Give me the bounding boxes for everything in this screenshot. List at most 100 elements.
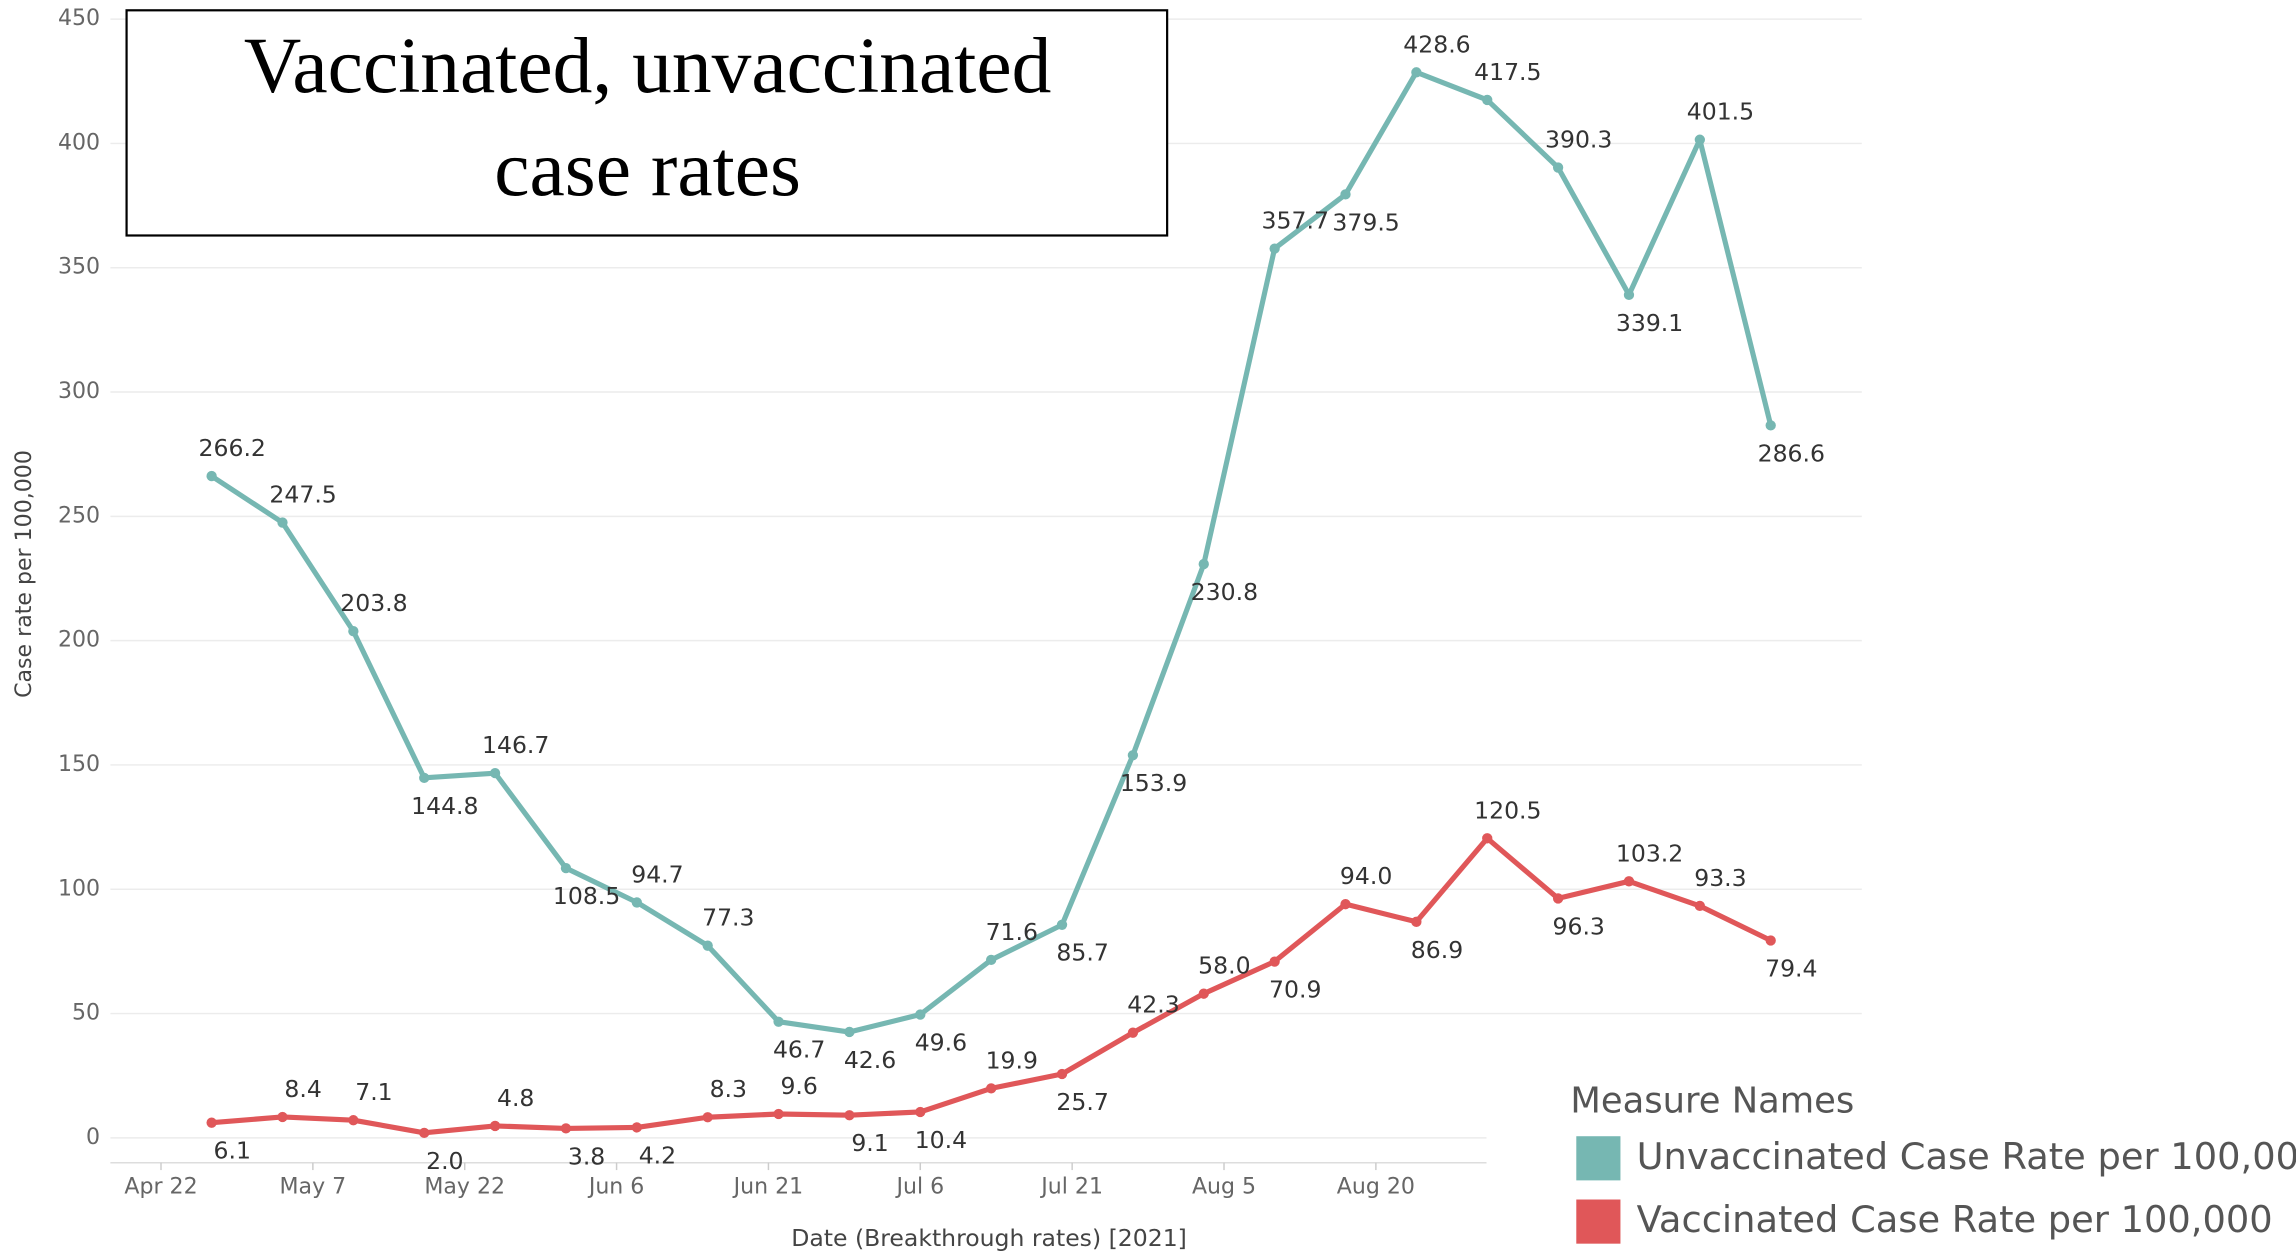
data-label: 146.7 [482,731,549,759]
point [489,1120,501,1132]
point [1765,420,1776,431]
point [277,1111,288,1123]
data-label: 3.8 [568,1142,605,1170]
data-label: 71.6 [986,918,1038,946]
point [844,1110,855,1121]
point [1340,189,1351,200]
x-tick-label: Jun 21 [732,1175,804,1200]
point [773,1016,784,1027]
data-label: 93.3 [1694,864,1746,892]
x-tick-label: May 7 [280,1175,347,1200]
data-label: 96.3 [1553,912,1605,940]
point [773,1108,784,1120]
point [1411,67,1422,78]
data-label: 4.8 [497,1084,534,1112]
legend-swatch [1576,1136,1621,1181]
point [986,1083,997,1094]
y-tick-label: 300 [58,379,100,404]
data-label: 46.7 [773,1036,825,1064]
point [1694,134,1705,145]
data-label: 286.6 [1758,439,1825,467]
x-tick-label: May 22 [424,1175,505,1200]
data-label: 85.7 [1056,939,1108,967]
data-label: 4.2 [639,1141,676,1169]
data-label: 2.0 [426,1147,463,1175]
y-tick-label: 400 [58,130,100,155]
data-label: 390.3 [1545,126,1612,154]
x-tick-label: Jul 6 [894,1175,944,1200]
point [1269,243,1280,254]
point [1269,956,1280,967]
y-axis-label: Case rate per 100,000 [12,450,37,698]
y-tick-label: 200 [58,628,100,653]
point [986,954,997,966]
point [1765,935,1776,946]
grid: 0 50 100 150 200 250 300 350 400 450 Apr 22 May 7 Ma… [58,6,1862,1200]
data-label: 79.4 [1765,954,1817,982]
point [1056,919,1068,930]
y-tick-label: 350 [58,255,100,280]
point [1482,94,1493,106]
legend-swatch [1576,1199,1621,1244]
point [560,862,572,874]
data-label: 25.7 [1056,1088,1108,1116]
point [631,897,642,908]
point [1623,289,1635,300]
y-tick-label: 50 [72,1001,100,1026]
data-label: 144.8 [411,792,478,820]
data-label: 401.5 [1687,98,1754,126]
x-tick-label: Jul 21 [1039,1175,1103,1200]
data-label: 94.7 [631,860,683,888]
point [915,1009,926,1020]
data-label: 7.1 [355,1078,392,1106]
legend-background [1486,1074,2296,1254]
data-label: 42.6 [844,1046,896,1074]
data-label: 70.9 [1269,976,1321,1004]
x-tick-label: Jun 6 [587,1175,645,1200]
point [1340,899,1351,910]
point [1694,900,1705,912]
data-label: 9.6 [780,1072,817,1100]
point [702,940,713,951]
legend-title: Measure Names [1570,1080,1854,1121]
data-label: 8.4 [284,1075,321,1103]
point [1056,1068,1068,1080]
point [348,1115,359,1126]
x-tick-label: Aug 5 [1192,1175,1256,1200]
point [1198,558,1209,570]
point [348,626,359,637]
point [1552,893,1564,904]
point [206,470,217,482]
point [560,1123,572,1134]
chart-title: Vaccinated, unvaccinated [244,22,1052,110]
point [844,1026,855,1038]
y-tick-label: 0 [86,1125,100,1150]
data-label: 103.2 [1616,839,1683,867]
point [1623,876,1635,887]
data-label: 153.9 [1120,769,1187,797]
point [702,1112,713,1123]
data-label: 108.5 [553,882,620,910]
point [631,1122,642,1133]
point [277,517,288,528]
data-label: 9.1 [851,1129,888,1157]
legend: Measure Names Unvaccinated Case Rate per… [1486,1074,2296,1254]
data-label: 203.8 [340,589,407,617]
data-label: 428.6 [1403,30,1470,58]
data-label: 417.5 [1474,58,1541,86]
point [419,1127,430,1139]
data-label: 230.8 [1191,578,1258,606]
point [489,768,501,779]
point [1552,162,1564,173]
data-label: 77.3 [702,904,754,932]
data-label: 120.5 [1474,796,1541,824]
data-label: 86.9 [1411,936,1463,964]
data-label: 266.2 [199,434,266,462]
point [206,1117,217,1128]
data-label: 19.9 [986,1046,1038,1074]
data-label: 357.7 [1262,207,1329,235]
data-label: 379.5 [1332,208,1399,236]
y-tick-label: 150 [58,752,100,777]
y-tick-label: 100 [58,876,100,901]
